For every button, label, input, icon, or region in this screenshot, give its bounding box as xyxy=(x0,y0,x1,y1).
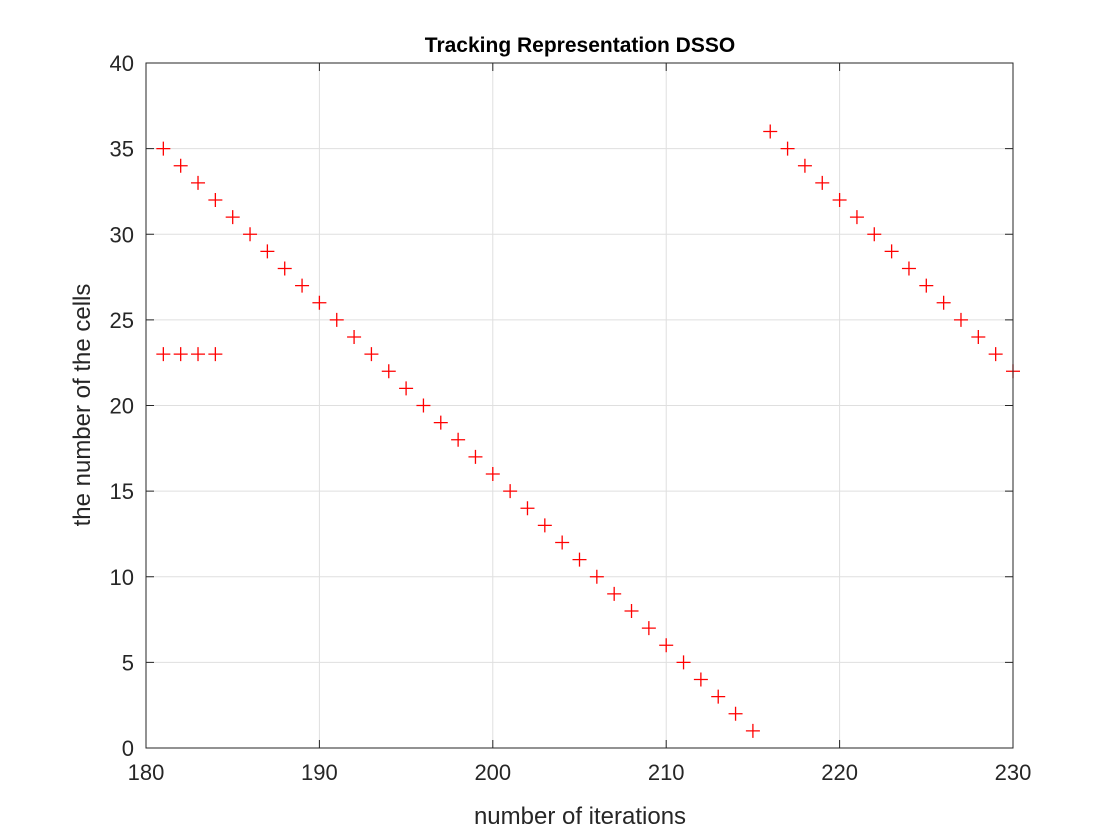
data-markers xyxy=(156,124,1020,738)
data-point xyxy=(329,312,344,327)
data-point xyxy=(815,175,830,190)
data-point xyxy=(156,347,171,362)
y-tick-label: 10 xyxy=(110,565,134,590)
data-point xyxy=(971,330,986,344)
data-point xyxy=(208,193,223,207)
data-point xyxy=(763,124,778,139)
data-point xyxy=(919,278,934,293)
y-tick-label: 40 xyxy=(110,51,134,76)
x-tick-label: 180 xyxy=(128,760,165,785)
x-tick-label: 210 xyxy=(648,760,685,785)
data-point xyxy=(555,535,570,550)
data-point xyxy=(797,158,812,173)
data-point xyxy=(780,141,795,156)
data-point xyxy=(433,415,448,430)
data-point xyxy=(277,261,292,276)
data-point xyxy=(225,210,240,225)
y-tick-labels: 0 5 10 15 20 25 30 35 40 xyxy=(110,51,134,761)
data-point xyxy=(312,295,327,310)
x-tick-label: 220 xyxy=(821,760,858,785)
data-point xyxy=(641,621,656,636)
data-point xyxy=(659,638,674,653)
data-point xyxy=(364,347,379,362)
data-point xyxy=(520,501,535,516)
y-tick-label: 15 xyxy=(110,479,134,504)
data-point xyxy=(173,158,188,173)
data-point xyxy=(468,449,483,464)
data-point xyxy=(191,175,206,190)
data-point xyxy=(676,655,691,670)
x-tick-label: 190 xyxy=(301,760,338,785)
data-point xyxy=(208,347,223,362)
data-point xyxy=(295,278,310,293)
data-point xyxy=(173,347,188,362)
data-point xyxy=(624,604,639,618)
axis-ticks xyxy=(145,62,1014,749)
data-point xyxy=(572,552,587,567)
x-tick-labels: 180 190 200 210 220 230 xyxy=(128,760,1032,785)
x-tick-label: 230 xyxy=(995,760,1032,785)
data-point xyxy=(607,586,622,601)
data-point xyxy=(416,398,431,413)
x-axis-label: number of iterations xyxy=(474,803,686,830)
y-tick-label: 20 xyxy=(110,394,134,419)
data-point xyxy=(849,210,864,225)
data-point xyxy=(191,347,206,362)
data-point xyxy=(953,312,968,327)
data-point xyxy=(503,484,518,499)
data-point xyxy=(347,330,362,344)
data-point xyxy=(156,141,171,156)
data-point xyxy=(884,244,899,259)
data-point xyxy=(728,706,743,721)
y-tick-label: 30 xyxy=(110,222,134,247)
data-point xyxy=(260,244,275,259)
data-point xyxy=(381,364,396,379)
data-point xyxy=(936,295,951,310)
y-tick-label: 35 xyxy=(110,137,134,162)
data-point xyxy=(988,347,1003,362)
data-point xyxy=(451,432,466,447)
data-point xyxy=(537,518,552,533)
data-point xyxy=(711,689,726,704)
data-point xyxy=(589,569,604,584)
data-point xyxy=(832,193,847,207)
y-axis-label: the number of the cells xyxy=(69,284,96,527)
chart-title: Tracking Representation DSSO xyxy=(425,34,735,57)
data-point xyxy=(693,672,708,687)
data-point xyxy=(745,723,760,738)
y-tick-label: 0 xyxy=(122,736,134,761)
y-tick-label: 5 xyxy=(122,650,134,675)
y-tick-label: 25 xyxy=(110,308,134,333)
data-point xyxy=(867,227,882,242)
x-tick-label: 200 xyxy=(474,760,511,785)
data-point xyxy=(399,381,414,396)
data-point xyxy=(901,261,916,276)
data-point xyxy=(485,467,500,481)
data-point xyxy=(243,227,258,242)
